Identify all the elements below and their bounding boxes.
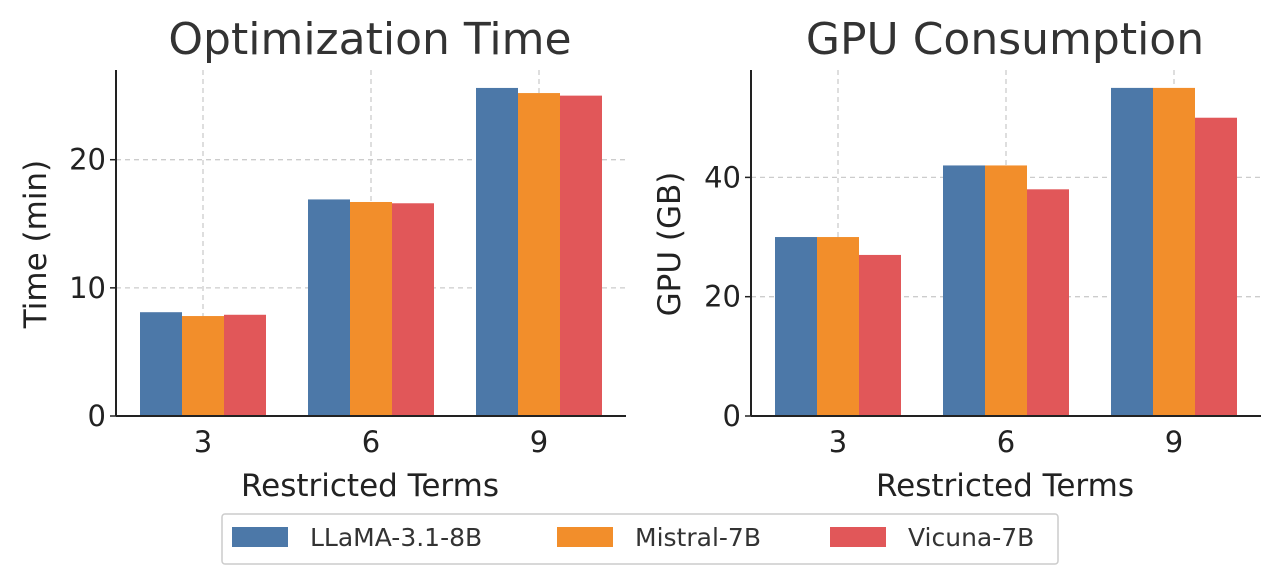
bar-vicuna-7b-left (224, 314, 266, 416)
bar-mistral-7b-right (1153, 87, 1195, 417)
y-axis-label-left: Time (min) (18, 160, 54, 329)
legend-swatch-mistral (557, 527, 613, 547)
bar-vicuna-7b-right (1195, 117, 1237, 417)
bar-mistral-7b-right (817, 237, 859, 416)
bar-vicuna-7b-right (859, 254, 901, 416)
y-tick-label-left: 20 (69, 143, 106, 177)
legend-label-llama: LLaMA-3.1-8B (310, 523, 482, 552)
bar-llama-3-1-8b-right (1111, 87, 1153, 417)
y-tick-label-left: 0 (88, 399, 106, 433)
y-axis-label-right: GPU (GB) (652, 172, 688, 317)
chart-title-gpu-consumption: GPU Consumption (806, 14, 1204, 65)
chart-title-optimization-time: Optimization Time (168, 14, 571, 65)
x-tick-label-left: 6 (362, 425, 380, 459)
bar-llama-3-1-8b-right (943, 165, 985, 416)
legend-frame (221, 513, 1059, 565)
x-tick-label-right: 3 (829, 425, 847, 459)
legend-swatch-vicuna (830, 527, 886, 547)
bar-vicuna-7b-left (560, 95, 602, 416)
legend: LLaMA-3.1-8B Mistral-7B Vicuna-7B (221, 513, 1059, 565)
legend-swatch-llama (232, 527, 288, 547)
bar-mistral-7b-left (182, 316, 224, 416)
y-tick-label-right: 20 (704, 280, 741, 314)
bar-llama-3-1-8b-left (140, 312, 182, 416)
x-tick-label-right: 6 (997, 425, 1015, 459)
x-tick-label-right: 9 (1165, 425, 1183, 459)
x-tick-label-left: 3 (194, 425, 212, 459)
y-tick-label-right: 0 (723, 399, 741, 433)
legend-label-mistral: Mistral-7B (635, 523, 761, 552)
bar-mistral-7b-left (350, 201, 392, 416)
bar-vicuna-7b-left (392, 203, 434, 416)
legend-label-vicuna: Vicuna-7B (908, 523, 1034, 552)
y-tick-label-right: 40 (704, 160, 741, 194)
x-tick-label-left: 9 (530, 425, 548, 459)
x-axis-label-right: Restricted Terms (876, 468, 1134, 504)
bar-llama-3-1-8b-left (308, 199, 350, 416)
bar-llama-3-1-8b-left (476, 87, 518, 417)
bar-mistral-7b-right (985, 165, 1027, 416)
bar-vicuna-7b-right (1027, 189, 1069, 416)
x-axis-label-left: Restricted Terms (241, 468, 499, 504)
y-tick-label-left: 10 (69, 271, 106, 305)
bar-mistral-7b-left (518, 93, 560, 417)
bar-llama-3-1-8b-right (775, 237, 817, 416)
